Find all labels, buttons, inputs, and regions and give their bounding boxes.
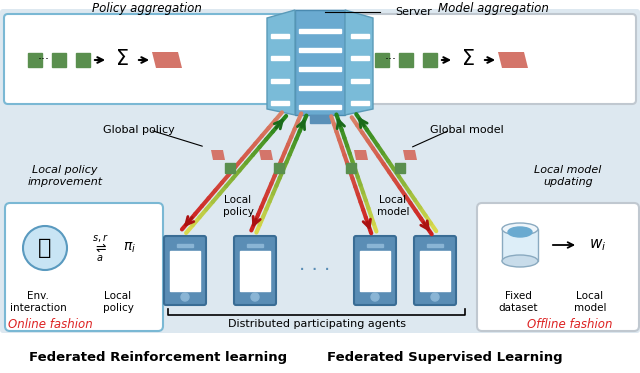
Ellipse shape	[502, 255, 538, 267]
Text: Fixed: Fixed	[504, 291, 531, 301]
Bar	[76, 53, 90, 67]
Circle shape	[251, 293, 259, 301]
Polygon shape	[211, 150, 225, 160]
Bar	[399, 53, 413, 67]
Bar	[52, 53, 66, 67]
Bar	[375, 53, 389, 67]
Polygon shape	[498, 52, 528, 68]
Bar	[395, 163, 405, 173]
Text: Online fashion: Online fashion	[8, 319, 92, 332]
Bar	[310, 115, 330, 123]
Bar	[299, 86, 341, 90]
Polygon shape	[267, 10, 295, 115]
Text: Policy aggregation: Policy aggregation	[92, 2, 202, 15]
Circle shape	[431, 293, 439, 301]
Text: Local: Local	[104, 291, 132, 301]
FancyBboxPatch shape	[351, 14, 636, 104]
Text: interaction: interaction	[10, 303, 67, 313]
Text: model: model	[573, 303, 606, 313]
FancyBboxPatch shape	[164, 236, 206, 305]
Bar	[225, 163, 235, 173]
Polygon shape	[259, 150, 273, 160]
Text: $\rightleftharpoons$: $\rightleftharpoons$	[93, 241, 107, 254]
Text: Global model: Global model	[430, 125, 504, 135]
Text: Local: Local	[577, 291, 604, 301]
Text: Global policy: Global policy	[103, 125, 175, 135]
Bar	[299, 105, 341, 109]
Polygon shape	[403, 150, 417, 160]
Bar	[271, 34, 289, 38]
Bar	[299, 67, 341, 71]
FancyBboxPatch shape	[234, 236, 276, 305]
Polygon shape	[345, 10, 373, 115]
Bar	[299, 48, 341, 52]
Ellipse shape	[508, 227, 532, 237]
Bar	[351, 78, 369, 82]
Text: · · ·: · · ·	[300, 260, 331, 279]
FancyBboxPatch shape	[5, 203, 163, 331]
Bar	[170, 251, 200, 291]
Bar	[427, 244, 443, 247]
Circle shape	[23, 226, 67, 270]
Bar	[177, 244, 193, 247]
Bar	[28, 53, 42, 67]
Bar	[351, 34, 369, 38]
Text: $a$: $a$	[97, 253, 104, 263]
Text: dataset: dataset	[499, 303, 538, 313]
Bar	[351, 56, 369, 60]
Bar	[367, 244, 383, 247]
Bar	[271, 78, 289, 82]
Circle shape	[181, 293, 189, 301]
FancyBboxPatch shape	[295, 10, 345, 115]
Text: ···: ···	[38, 53, 50, 66]
FancyBboxPatch shape	[354, 236, 396, 305]
Bar	[346, 163, 356, 173]
Text: 🌐: 🌐	[38, 238, 52, 258]
Polygon shape	[354, 150, 368, 160]
Text: Offline fashion: Offline fashion	[527, 319, 612, 332]
Text: Env.: Env.	[27, 291, 49, 301]
Text: Local
policy: Local policy	[223, 195, 253, 217]
Text: Local model
updating: Local model updating	[534, 165, 602, 186]
Bar	[423, 53, 437, 67]
Bar	[502, 229, 538, 261]
FancyBboxPatch shape	[4, 14, 289, 104]
Bar	[271, 101, 289, 105]
Bar	[240, 251, 270, 291]
Text: Server: Server	[395, 7, 432, 17]
Bar	[351, 101, 369, 105]
Text: Federated Reinforcement learning: Federated Reinforcement learning	[29, 351, 287, 364]
Text: $w_i$: $w_i$	[589, 237, 607, 253]
Bar	[271, 56, 289, 60]
Text: policy: policy	[102, 303, 133, 313]
Polygon shape	[152, 52, 182, 68]
Text: $\Sigma$: $\Sigma$	[115, 49, 129, 69]
Text: Local
model: Local model	[377, 195, 409, 217]
Text: ···: ···	[385, 53, 397, 66]
Text: Model aggregation: Model aggregation	[438, 2, 549, 15]
Text: $\Sigma$: $\Sigma$	[461, 49, 475, 69]
Bar	[247, 244, 263, 247]
Text: Federated Supervised Learning: Federated Supervised Learning	[327, 351, 563, 364]
Text: $s, r$: $s, r$	[92, 232, 108, 244]
Text: Local policy
improvement: Local policy improvement	[28, 165, 102, 186]
Text: Distributed participating agents: Distributed participating agents	[227, 319, 406, 329]
Circle shape	[371, 293, 379, 301]
Bar	[274, 163, 284, 173]
Bar	[299, 29, 341, 33]
Text: $\pi_i$: $\pi_i$	[124, 241, 136, 255]
Bar	[360, 251, 390, 291]
Ellipse shape	[502, 223, 538, 235]
FancyBboxPatch shape	[414, 236, 456, 305]
Bar	[420, 251, 450, 291]
FancyBboxPatch shape	[477, 203, 639, 331]
FancyBboxPatch shape	[0, 9, 640, 333]
